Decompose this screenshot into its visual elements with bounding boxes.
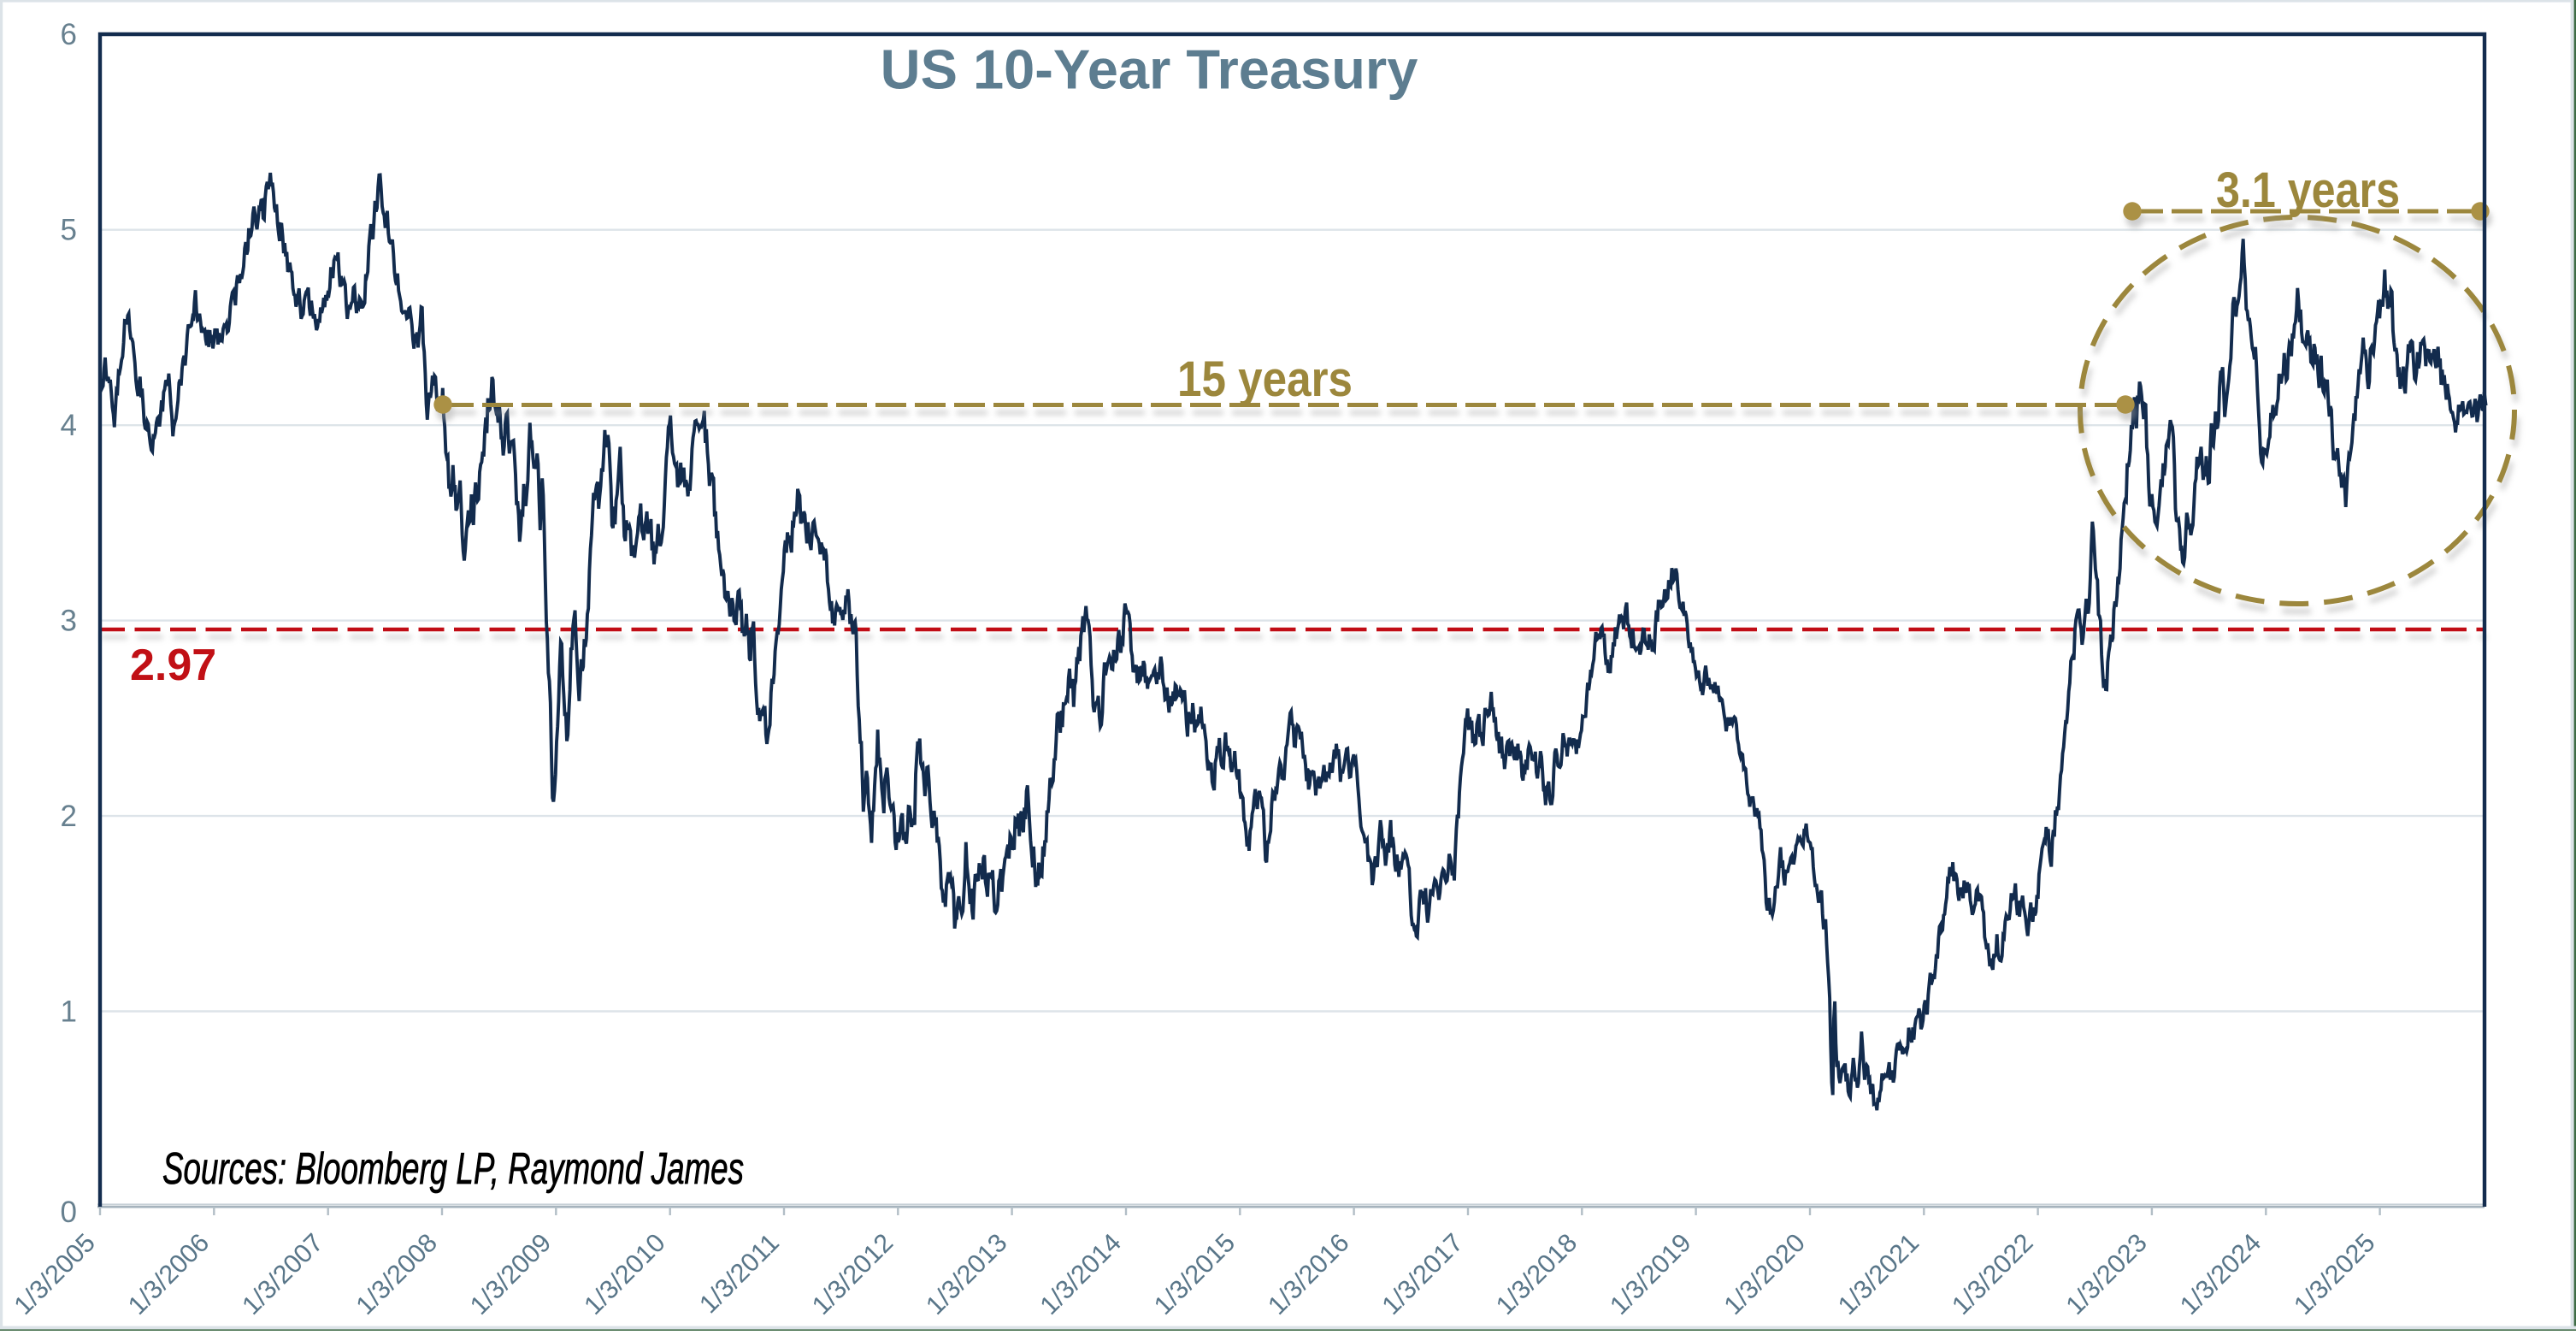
svg-text:0: 0 (61, 1196, 77, 1229)
svg-text:15 years: 15 years (1177, 351, 1353, 407)
svg-text:US 10-Year Treasury: US 10-Year Treasury (881, 38, 1418, 101)
svg-text:4: 4 (61, 409, 77, 442)
svg-text:1: 1 (61, 995, 77, 1029)
svg-text:2.97: 2.97 (130, 641, 216, 690)
svg-text:Sources: Bloomberg LP, Raymond: Sources: Bloomberg LP, Raymond James (162, 1144, 744, 1194)
svg-text:6: 6 (61, 18, 77, 51)
svg-text:5: 5 (61, 214, 77, 247)
svg-text:2: 2 (61, 800, 77, 833)
svg-text:3.1 years: 3.1 years (2216, 162, 2400, 218)
svg-text:3: 3 (61, 605, 77, 638)
